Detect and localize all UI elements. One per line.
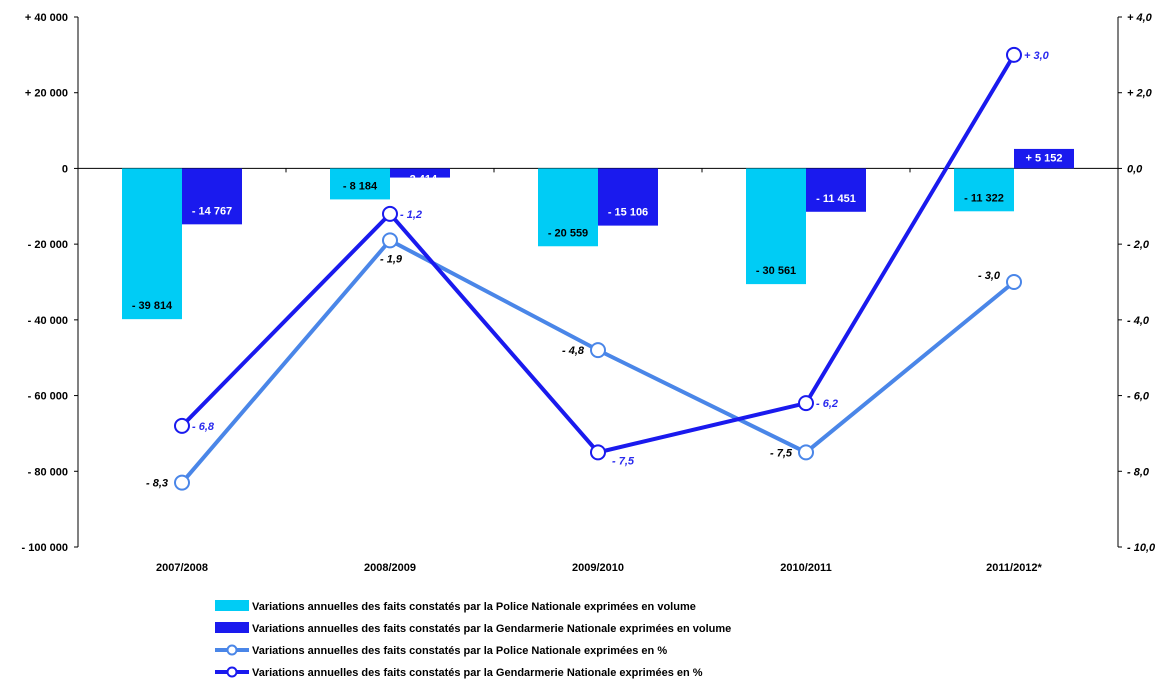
right-axis-tick-label: - 8,0 <box>1127 466 1150 478</box>
bars-layer <box>122 148 1074 320</box>
legend-swatch-marker <box>226 644 238 656</box>
line-gendarmerie-percent <box>180 53 1016 455</box>
bar-data-label: + 5 152 <box>1025 152 1062 164</box>
bar-gendarmerie-volume <box>390 168 450 178</box>
line-data-label: - 1,2 <box>400 209 422 221</box>
left-axis-tick-label: - 80 000 <box>28 466 68 478</box>
line-data-label: - 4,8 <box>562 345 585 357</box>
line-marker <box>590 342 606 359</box>
bar-label-bg <box>957 190 1011 206</box>
bar-label-bg <box>125 298 179 314</box>
line-data-label: - 6,2 <box>816 398 838 410</box>
right-axis-tick-label: - 10,0 <box>1127 542 1156 554</box>
legend-entry: Variations annuelles des faits constatés… <box>252 601 696 613</box>
bar-data-label: - 11 451 <box>816 193 856 205</box>
left-axis-tick-label: - 20 000 <box>28 239 68 251</box>
line-data-label: - 7,5 <box>612 455 635 467</box>
bar-data-label: - 15 106 <box>608 207 648 219</box>
bar-label-bg <box>749 263 803 279</box>
legend: Variations annuelles des faits constatés… <box>215 600 731 679</box>
bar-label-bg <box>541 225 595 241</box>
bar-data-label: - 30 561 <box>756 265 796 277</box>
line-marker <box>382 232 398 249</box>
bar-data-label: - 39 814 <box>132 300 173 312</box>
line-marker <box>174 474 190 491</box>
bar-gendarmerie-volume <box>806 168 866 212</box>
bar-label-bg <box>333 178 387 194</box>
line-marker <box>1006 46 1022 63</box>
right-axis-tick-label: 0,0 <box>1127 163 1143 175</box>
legend-entry: Variations annuelles des faits constatés… <box>252 623 731 635</box>
legend-entry: Variations annuelles des faits constatés… <box>252 667 703 679</box>
line-data-label: + 3,0 <box>1024 50 1050 62</box>
legend-swatch-marker <box>226 666 238 678</box>
category-label: 2008/2009 <box>364 562 416 574</box>
bar-data-label: - 8 184 <box>343 180 378 192</box>
bar-gendarmerie-volume <box>598 168 658 226</box>
legend-entry: Variations annuelles des faits constatés… <box>252 645 667 657</box>
line-data-label: - 8,3 <box>146 478 168 490</box>
right-axis-tick-label: + 2,0 <box>1127 88 1153 100</box>
right-axis-tick-label: + 4,0 <box>1127 12 1153 24</box>
line-marker <box>1006 274 1022 290</box>
line-data-label: - 7,5 <box>770 447 793 459</box>
bar-gendarmerie-volume <box>182 168 242 225</box>
legend-swatch-bar <box>215 622 249 633</box>
right-axis-tick-label: - 2,0 <box>1127 239 1150 251</box>
axes-layer: + 40 000 + 20 000 0 - 20 000 - 40 000 - 60 00… <box>22 12 1156 574</box>
bar-data-label: - 20 559 <box>548 227 588 239</box>
right-axis-tick-label: - 6,0 <box>1127 391 1150 403</box>
line-data-label: - 1,9 <box>380 253 403 265</box>
right-axis-tick-label: - 4,0 <box>1127 315 1150 327</box>
line-marker <box>382 205 398 222</box>
line-data-label: - 6,8 <box>192 421 215 433</box>
legend-swatch-bar <box>215 600 249 611</box>
bar-data-label: - 2 414 <box>403 173 438 185</box>
line-marker <box>798 444 814 461</box>
lines-layer <box>174 46 1022 491</box>
category-label: 2010/2011 <box>780 562 831 574</box>
line-marker <box>590 444 606 461</box>
left-axis-tick-label: - 100 000 <box>22 542 68 554</box>
left-axis-tick-label: + 40 000 <box>25 12 68 24</box>
category-label: 2009/2010 <box>572 562 624 574</box>
bar-data-label: - 14 767 <box>192 205 232 217</box>
left-axis-tick-label: 0 <box>62 163 68 175</box>
left-axis-tick-label: + 20 000 <box>25 88 68 100</box>
line-marker <box>798 395 814 412</box>
left-axis-tick-label: - 40 000 <box>28 315 68 327</box>
category-label: 2007/2008 <box>156 562 208 574</box>
bar-gendarmerie-volume <box>1014 148 1074 169</box>
bar-data-label: - 11 322 <box>964 192 1004 204</box>
category-label: 2011/2012* <box>986 562 1042 574</box>
left-axis-tick-label: - 60 000 <box>28 391 68 403</box>
line-marker <box>174 417 190 434</box>
bar-police-volume <box>122 168 182 320</box>
line-data-label: - 3,0 <box>978 270 1001 282</box>
labels-layer: - 39 814 - 8 184 - 20 559 - 30 561 - 11 322 -… <box>125 50 1063 490</box>
